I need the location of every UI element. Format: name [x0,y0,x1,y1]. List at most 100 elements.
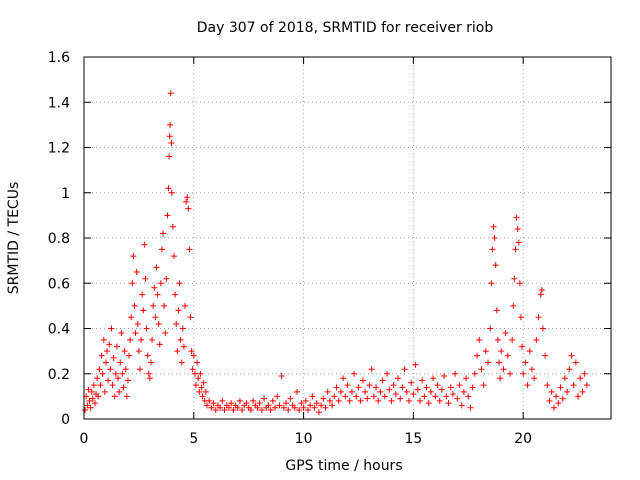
data-point [184,194,191,201]
data-point [302,397,309,404]
data-point [165,185,172,192]
data-point [377,388,384,395]
data-point [199,393,206,400]
data-point [307,402,314,409]
data-point [272,404,279,411]
data-point [291,404,298,411]
data-point [182,302,189,309]
data-point [121,348,128,355]
data-point [496,359,503,366]
data-point [99,370,106,377]
data-point [452,370,459,377]
data-point [494,336,501,343]
data-point [130,253,137,260]
data-point [511,275,518,282]
x-tick-label: 10 [295,431,313,447]
data-point [368,366,375,373]
data-point [131,302,138,309]
data-point [198,384,205,391]
data-point [197,370,204,377]
y-tick-label: 0.2 [48,367,70,383]
data-point [189,366,196,373]
data-point [381,393,388,400]
data-point [401,366,408,373]
data-point [386,386,393,393]
data-point [155,320,162,327]
data-point [127,336,134,343]
data-point [219,397,226,404]
data-point [370,393,377,400]
data-point [217,404,224,411]
data-point [285,406,292,413]
data-point [85,386,92,393]
data-point [515,239,522,246]
data-point [351,370,358,377]
data-point [167,121,174,128]
data-point [340,375,347,382]
data-point [388,397,395,404]
data-point [134,320,141,327]
data-point [384,370,391,377]
y-tick-label: 1.4 [48,95,70,111]
data-point [533,336,540,343]
data-point [311,404,318,411]
data-point [520,370,527,377]
data-point [346,397,353,404]
y-tick-label: 1 [61,186,70,202]
data-point [366,382,373,389]
data-point [447,384,454,391]
data-point [309,393,316,400]
data-point [188,348,195,355]
data-point [425,400,432,407]
data-point [97,382,104,389]
data-point [202,388,209,395]
data-point [575,393,582,400]
data-point [504,352,511,359]
data-point [304,406,311,413]
data-point [559,395,566,402]
data-point [550,404,557,411]
data-point [443,393,450,400]
data-point [116,388,123,395]
data-point [537,291,544,298]
data-point [293,388,300,395]
data-point [485,359,492,366]
data-point [296,406,303,413]
data-point [438,386,445,393]
data-point [142,275,149,282]
data-point [243,400,250,407]
data-point [156,341,163,348]
data-point [456,382,463,389]
y-tick-label: 1.2 [48,141,70,157]
data-point [568,352,575,359]
data-point [203,402,210,409]
data-point [133,268,140,275]
data-point [322,404,329,411]
data-point [544,382,551,389]
data-point [171,253,178,260]
data-point [320,395,327,402]
data-point [509,336,516,343]
data-point [405,397,412,404]
data-point [82,406,89,413]
data-point [331,393,338,400]
y-tick-label: 0.8 [48,231,70,247]
data-point [414,386,421,393]
data-point [138,336,145,343]
data-point [313,400,320,407]
data-point [561,375,568,382]
data-point [150,302,157,309]
data-point [467,404,474,411]
data-point [579,388,586,395]
data-point [502,330,509,337]
data-point [128,314,135,321]
data-point [119,370,126,377]
data-point [408,379,415,386]
gridlines [84,57,611,419]
data-point [488,280,495,287]
x-axis-label: GPS time / hours [285,458,402,474]
data-point [157,280,164,287]
data-point [186,246,193,253]
data-point [94,375,101,382]
data-point [254,404,261,411]
